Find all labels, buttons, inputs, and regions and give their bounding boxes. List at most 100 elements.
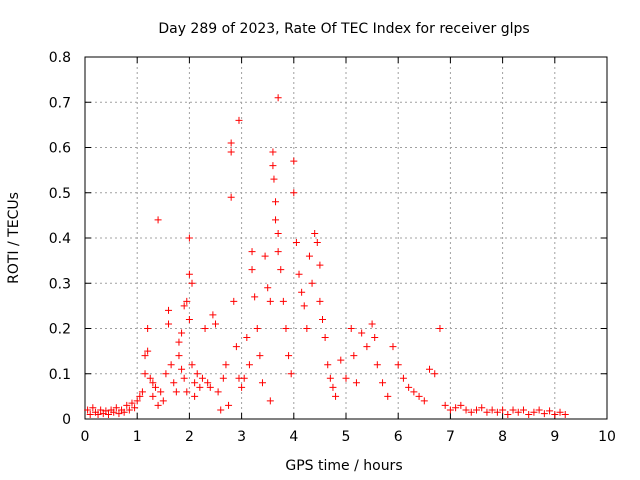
data-point bbox=[84, 406, 92, 414]
data-point bbox=[499, 406, 507, 414]
data-point bbox=[89, 404, 97, 412]
x-tick-label: 3 bbox=[237, 429, 246, 445]
data-point bbox=[300, 302, 308, 310]
data-point bbox=[185, 234, 193, 242]
data-point bbox=[373, 361, 381, 369]
data-point bbox=[162, 370, 170, 378]
data-point bbox=[123, 401, 131, 409]
data-point bbox=[235, 116, 243, 124]
data-point bbox=[535, 406, 543, 414]
data-point bbox=[295, 270, 303, 278]
data-point bbox=[214, 388, 222, 396]
data-point bbox=[154, 401, 162, 409]
data-point bbox=[206, 383, 214, 391]
data-point bbox=[128, 399, 136, 407]
data-point bbox=[240, 374, 248, 382]
data-point bbox=[272, 216, 280, 224]
data-point bbox=[350, 352, 358, 360]
data-point bbox=[514, 408, 522, 416]
data-point bbox=[180, 302, 188, 310]
y-tick-label: 0.6 bbox=[49, 141, 71, 157]
data-point bbox=[371, 334, 379, 342]
x-tick-label: 4 bbox=[289, 429, 298, 445]
data-point bbox=[509, 406, 517, 414]
data-point bbox=[136, 392, 144, 400]
data-point bbox=[556, 408, 564, 416]
data-point bbox=[227, 139, 235, 147]
y-tick-label: 0 bbox=[62, 412, 71, 428]
x-tick-label: 8 bbox=[498, 429, 507, 445]
data-point bbox=[191, 392, 199, 400]
data-point bbox=[261, 252, 269, 260]
data-point bbox=[193, 370, 201, 378]
data-point bbox=[415, 392, 423, 400]
data-point bbox=[493, 408, 501, 416]
data-point bbox=[272, 198, 280, 206]
chart-title: Day 289 of 2023, Rate Of TEC Index for r… bbox=[158, 21, 529, 37]
data-point bbox=[232, 343, 240, 351]
data-point bbox=[525, 410, 533, 418]
data-point bbox=[352, 379, 360, 387]
data-point bbox=[488, 406, 496, 414]
data-point bbox=[102, 407, 110, 415]
data-point bbox=[290, 157, 298, 165]
data-point bbox=[227, 148, 235, 156]
data-point bbox=[157, 388, 165, 396]
data-point bbox=[138, 388, 146, 396]
data-point bbox=[264, 284, 272, 292]
data-point bbox=[342, 374, 350, 382]
data-point bbox=[269, 148, 277, 156]
data-point bbox=[110, 408, 118, 416]
data-point bbox=[274, 94, 282, 102]
data-point bbox=[277, 266, 285, 274]
data-point bbox=[159, 397, 167, 405]
data-point bbox=[86, 410, 94, 418]
data-point bbox=[248, 248, 256, 256]
data-point bbox=[478, 404, 486, 412]
data-point bbox=[441, 401, 449, 409]
y-axis-label: ROTI / TECUs bbox=[6, 192, 22, 284]
data-point bbox=[196, 383, 204, 391]
data-point bbox=[251, 293, 259, 301]
data-point bbox=[172, 388, 180, 396]
data-point bbox=[426, 365, 434, 373]
data-point bbox=[188, 361, 196, 369]
data-point bbox=[230, 297, 238, 305]
data-point bbox=[530, 408, 538, 416]
data-point bbox=[222, 361, 230, 369]
data-point bbox=[112, 404, 120, 412]
data-point bbox=[420, 397, 428, 405]
axis-ticks: 0 1 2 3 4 5 6 7 8 9 10 0 0.1 0.2 0.3 0.4 0.5 0.6 0.7 0.8 bbox=[49, 50, 616, 445]
data-point bbox=[256, 352, 264, 360]
x-tick-label: 1 bbox=[133, 429, 142, 445]
data-point bbox=[347, 325, 355, 332]
data-point bbox=[410, 388, 418, 396]
y-tick-label: 0.8 bbox=[49, 50, 71, 66]
data-point bbox=[305, 252, 313, 260]
data-point bbox=[243, 334, 251, 342]
data-point bbox=[133, 397, 141, 405]
data-point bbox=[290, 189, 298, 197]
data-point bbox=[167, 361, 175, 369]
y-tick-label: 0.1 bbox=[49, 367, 71, 383]
data-point bbox=[198, 374, 206, 382]
data-point bbox=[165, 320, 173, 328]
data-point bbox=[94, 410, 102, 418]
data-point bbox=[217, 406, 225, 414]
data-point bbox=[125, 406, 133, 414]
data-point bbox=[97, 406, 105, 414]
data-point bbox=[146, 374, 154, 382]
y-tick-label: 0.2 bbox=[49, 322, 71, 338]
data-point bbox=[298, 288, 306, 296]
y-tick-label: 0.4 bbox=[49, 231, 71, 247]
data-point bbox=[154, 216, 162, 224]
data-point bbox=[319, 315, 327, 323]
x-tick-label: 0 bbox=[81, 429, 90, 445]
data-point bbox=[219, 374, 227, 382]
data-point bbox=[175, 352, 183, 360]
data-point bbox=[149, 379, 157, 387]
data-point bbox=[185, 315, 193, 323]
data-point bbox=[446, 406, 454, 414]
data-point bbox=[248, 266, 256, 274]
